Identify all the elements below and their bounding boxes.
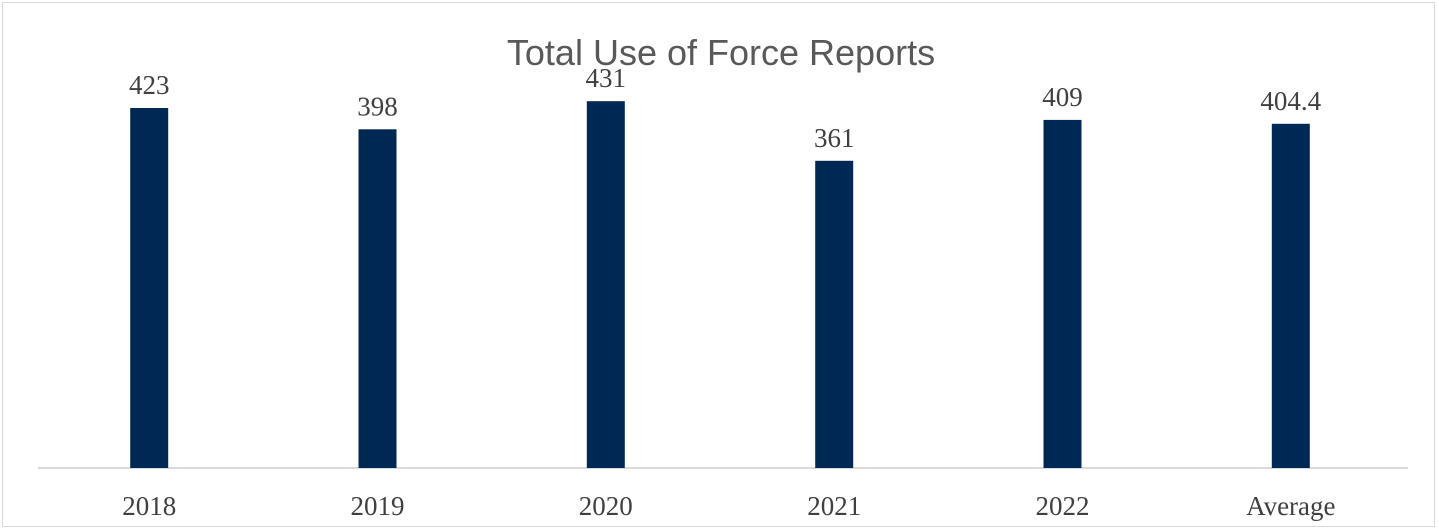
bars-group — [130, 101, 1310, 469]
bar-2022 — [1043, 119, 1082, 469]
x-tick-label-average: Average — [1246, 491, 1335, 521]
x-tick-label-2022: 2022 — [1036, 491, 1090, 521]
bar-2019 — [358, 129, 397, 469]
x-tick-label-2020: 2020 — [579, 491, 633, 521]
x-tick-label-2018: 2018 — [122, 491, 176, 521]
x-tick-label-2019: 2019 — [351, 491, 405, 521]
x-tick-labels-group: 2018 2019 2020 2021 2022 Average — [122, 491, 1335, 521]
x-tick-label-2021: 2021 — [807, 491, 861, 521]
chart-title: Total Use of Force Reports — [507, 32, 935, 73]
bar-2018 — [130, 108, 169, 468]
bar-2020 — [586, 101, 625, 468]
bar-2021 — [815, 160, 854, 469]
data-label-2018: 423 — [129, 70, 170, 100]
data-label-2020: 431 — [586, 63, 627, 93]
bar-average — [1271, 123, 1310, 469]
data-label-2021: 361 — [814, 123, 855, 153]
data-label-2022: 409 — [1042, 82, 1083, 112]
data-label-average: 404.4 — [1260, 86, 1321, 116]
bar-chart: Total Use of Force Reports 4233984313614… — [38, 32, 1408, 521]
data-label-2019: 398 — [357, 91, 398, 121]
data-labels-group: 423 398 431 361 409 404.4 — [129, 63, 1322, 153]
